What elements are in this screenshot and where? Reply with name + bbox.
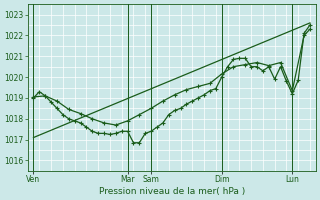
X-axis label: Pression niveau de la mer( hPa ): Pression niveau de la mer( hPa ) xyxy=(99,187,245,196)
